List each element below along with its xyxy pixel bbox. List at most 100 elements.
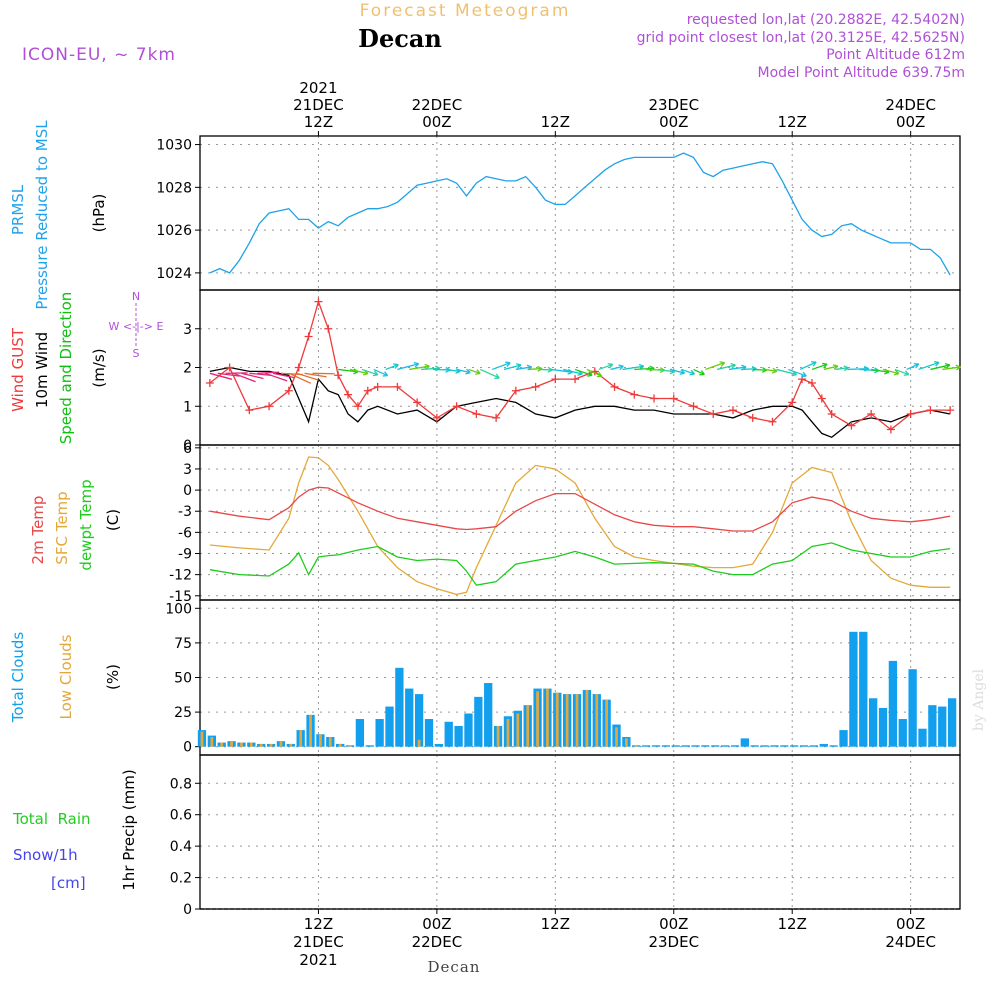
wind-arrow [799,361,817,371]
wind-arrow [349,368,369,375]
wind-gust-marker [906,410,915,418]
wind-arrow [693,368,705,376]
panel-frame [199,135,961,291]
low-cloud-bar [230,741,233,747]
total-cloud-bar [799,745,809,747]
wind-gust-marker [867,410,876,418]
wind-arrow [811,363,828,371]
total-cloud-bar [701,745,710,747]
total-cloud-bar [355,719,365,747]
y-tick-label: 1028 [156,180,192,196]
total-cloud-bar [454,725,463,747]
wind-gust-marker [511,386,520,395]
wind-arrow [717,364,736,371]
wind-gust-marker [205,379,214,387]
wind-arrow [503,364,522,371]
bottom-date-label: 21DEC [293,933,344,951]
wind-gust-marker [669,394,678,403]
top-date-label: 21DEC [293,96,344,114]
y-tick-label: 0 [183,902,192,918]
total-cloud-bar [681,745,690,747]
grid-point-coords: grid point closest lon,lat (20.3125E, 42… [637,30,965,46]
low-cloud-bar [348,745,352,747]
wind-arrow [209,372,233,380]
low-cloud-bar [299,730,303,747]
wind-direction-label: Speed and Direction [57,292,75,445]
bottom-hour-label: 12Z [541,915,570,933]
wind-gust-marker [531,382,540,391]
low-cloud-bar [259,743,263,747]
wind-arrow [930,364,951,371]
wind-unit: (m/s) [90,348,108,387]
y-tick-label: 100 [165,601,192,617]
wind-arrow [906,363,920,371]
wind-arrow [288,372,312,384]
wind-arrow [657,368,675,373]
top-year-label: 2021 [299,79,337,97]
wind-gust-marker [452,402,461,411]
wind-arrowhead [913,362,920,369]
watermark: by Angel [971,668,987,731]
total-cloud-bar [414,694,424,747]
footer-location: Decan [428,958,481,976]
wind-gust-marker [344,390,353,399]
wind-gust-marker [807,379,816,387]
wind-gust-marker [817,394,826,403]
total-cloud-bar [878,707,888,747]
low-cloud-bar [210,737,214,747]
total-cloud-bar [790,745,799,747]
total-cloud-bar [908,669,917,747]
wind-gust-marker [353,402,362,411]
wind-arrow [241,372,264,380]
wind-arrow [217,372,240,377]
wind-gust-marker [413,398,422,407]
wind-arrow [622,365,644,371]
wind-direction-arrows [209,361,961,384]
total-cloud-bar [711,745,720,747]
low-cloud-bar [555,692,559,747]
compass-west-east: W <-|-> E [109,320,164,333]
snow-label: Snow/1h [13,846,78,864]
top-date-label: 24DEC [885,96,936,114]
wind-arrow [272,372,296,379]
wind-gust-marker [245,406,254,415]
wind-arrow [491,362,511,371]
wind-gust-marker [571,375,580,384]
wind-gust-marker [610,382,619,391]
low-cloud-bar [200,731,204,747]
wind-gust-marker [363,386,372,395]
top-hour-label: 00Z [896,113,925,131]
wind-arrowhead [730,363,736,369]
dewpoint-series [209,542,951,586]
y-tick-label: -6 [178,525,192,541]
total-cloud-bar [770,745,779,747]
precip-unit: 1hr Precip (mm) [120,769,138,890]
total-cloud-bar [888,660,898,747]
wind-gust-marker [709,410,718,418]
y-tick-label: 0.2 [170,871,192,887]
wind-arrowhead [822,362,828,369]
wind-arrowhead [475,369,481,375]
wind-arrowhead [618,364,624,371]
panel-temperature: -15 -12 -9 -6 -3 0 3 6 [169,441,961,605]
top-hour-label: 12Z [541,113,570,131]
wind-arrow [456,368,471,374]
temp-unit: (C) [104,509,122,531]
bottom-year-label: 2021 [299,951,337,969]
total-cloud-bar [730,745,740,747]
total-cloud-bar [947,698,957,747]
low-cloud-bar [625,738,628,747]
low-cloud-bar [220,742,224,747]
y-tick-label: 25 [174,705,192,721]
total-cloud-bar [720,745,730,747]
wind-arrow [752,368,767,371]
total-cloud-bar [839,730,848,747]
bottom-date-label: 23DEC [648,933,699,951]
y-tick-label: -15 [169,589,192,605]
wind-arrow [421,367,440,371]
wind-arrow [551,368,573,373]
compass-south: S [133,347,140,360]
total-cloud-bar [651,745,661,747]
wind-arrow [233,372,256,383]
